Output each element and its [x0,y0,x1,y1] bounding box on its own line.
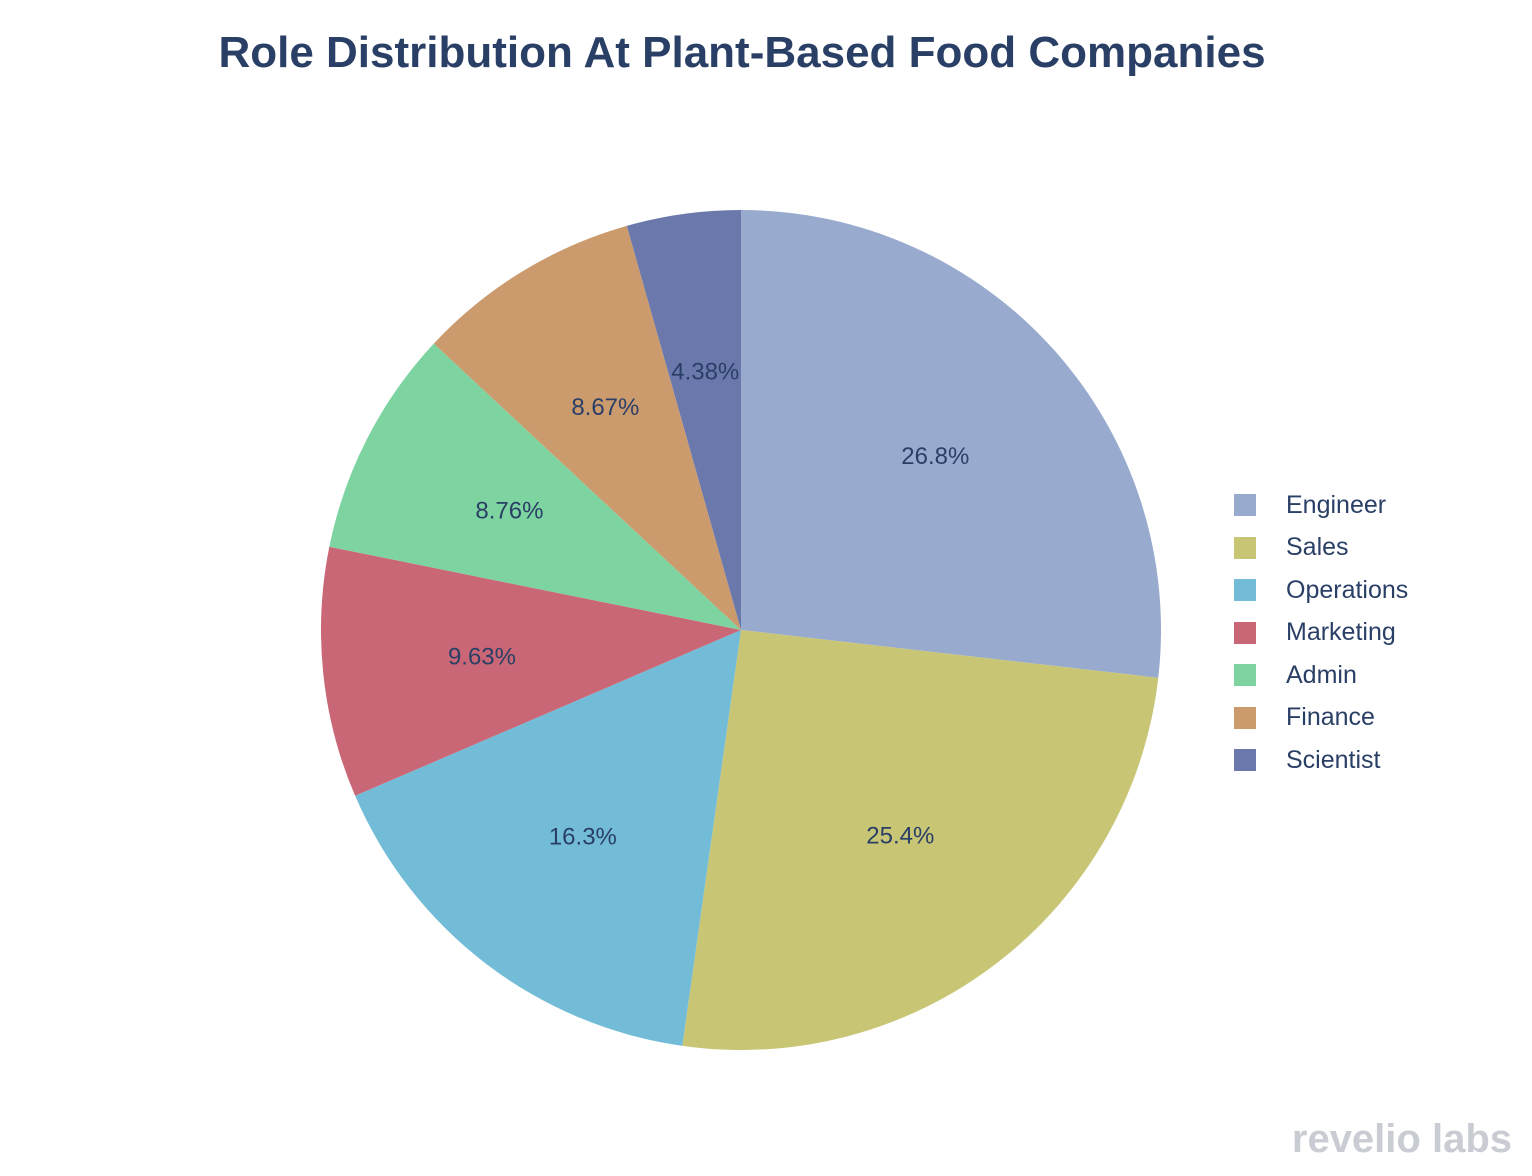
slice-value-label: 4.38% [671,359,739,386]
slice-value-label: 16.3% [549,823,617,850]
legend-item-marketing[interactable]: Marketing [1234,612,1408,655]
legend-swatch [1234,494,1256,517]
slice-value-label: 26.8% [901,443,969,470]
legend-label: Scientist [1286,745,1381,774]
legend-swatch [1234,536,1256,559]
legend-label: Marketing [1286,618,1396,647]
legend-label: Engineer [1286,490,1387,519]
legend-label: Admin [1286,660,1357,689]
pie-slices [321,210,1162,1050]
legend: Engineer Sales Operations Marketing Admin Fin… [1234,484,1408,782]
slice-value-label: 8.67% [571,394,639,421]
legend-swatch [1234,706,1256,729]
legend-label: Sales [1286,533,1349,562]
chart-title: Role Distribution At Plant-Based Food Co… [218,28,1266,77]
legend-swatch [1234,621,1256,644]
legend-item-sales[interactable]: Sales [1234,527,1408,570]
legend-swatch [1234,749,1256,772]
legend-item-finance[interactable]: Finance [1234,697,1408,740]
legend-item-operations[interactable]: Operations [1234,569,1408,612]
brand-logo: revelio labs [1291,1117,1512,1161]
slice-value-label: 25.4% [866,822,934,849]
pie-value-labels: 26.8% 25.4% 16.3% 9.63% 8.76% 8.67% 4.38% [448,359,969,851]
pie-slice-operations[interactable] [355,630,741,1046]
legend-item-scientist[interactable]: Scientist [1234,739,1408,782]
legend-item-admin[interactable]: Admin [1234,654,1408,697]
legend-swatch [1234,664,1256,687]
pie-slice-sales[interactable] [682,630,1159,1050]
pie-slice-engineer[interactable] [741,210,1162,678]
legend-label: Finance [1286,703,1375,732]
pie-slice-admin[interactable] [329,343,741,630]
pie-slice-finance[interactable] [433,225,741,631]
slice-value-label: 8.76% [475,497,543,524]
slice-value-label: 9.63% [448,643,516,670]
legend-item-engineer[interactable]: Engineer [1234,484,1408,527]
legend-label: Operations [1286,575,1409,604]
pie-slice-scientist[interactable] [626,210,741,630]
legend-swatch [1234,579,1256,602]
pie-slice-marketing[interactable] [321,546,741,796]
